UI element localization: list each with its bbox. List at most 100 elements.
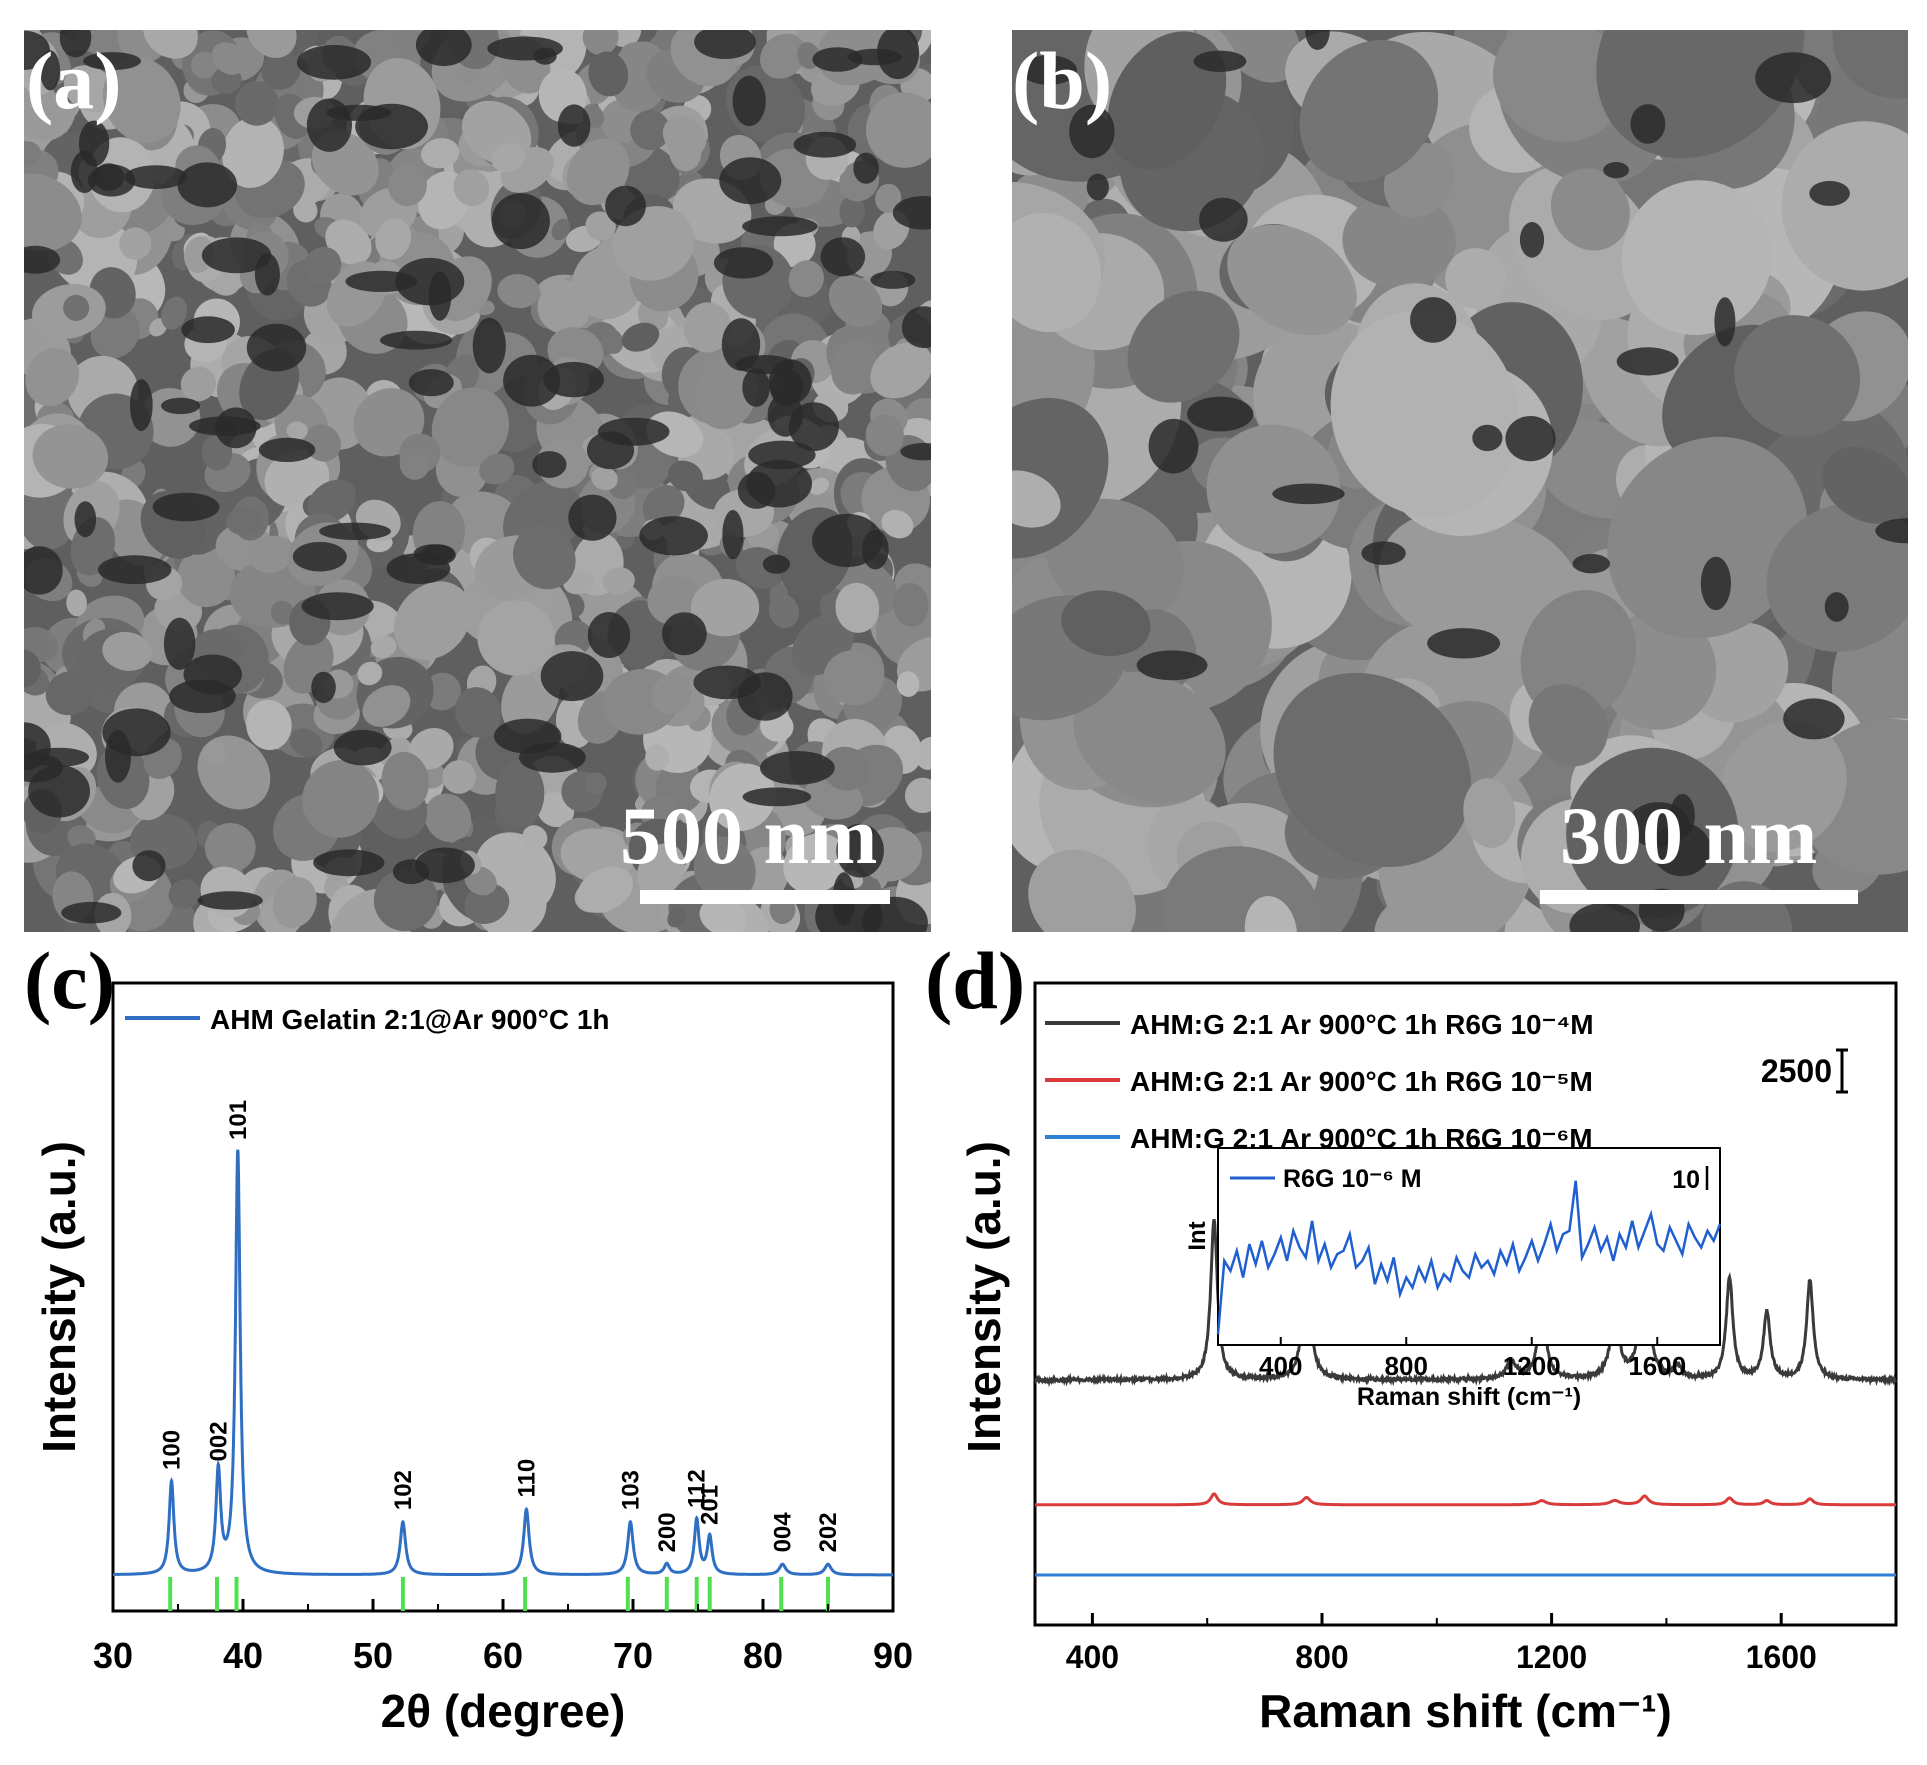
sem-particle xyxy=(168,879,201,910)
sem-pore xyxy=(1199,197,1248,242)
sem-pore xyxy=(1086,173,1109,201)
sem-pore xyxy=(1755,52,1832,104)
sem-particle xyxy=(226,506,262,535)
sem-pore xyxy=(836,823,884,878)
sem-pore xyxy=(129,379,153,431)
x-tick-label: 40 xyxy=(223,1635,263,1676)
sem-particle xyxy=(1493,30,1625,142)
sem-particle xyxy=(823,650,884,706)
sem-particle xyxy=(870,342,931,399)
sem-particle xyxy=(362,685,411,727)
sem-particle xyxy=(393,581,472,660)
sem-particle xyxy=(1832,30,1908,99)
sem-pore xyxy=(301,592,374,621)
sem-pore xyxy=(722,510,744,560)
sem-particle xyxy=(261,50,301,90)
sem-pore xyxy=(540,651,604,702)
x-tick-label: 80 xyxy=(743,1635,783,1676)
sem-pore xyxy=(742,368,770,407)
sem-pore xyxy=(246,323,307,372)
x-tick-label: 1200 xyxy=(1516,1639,1587,1675)
sem-particle xyxy=(1445,248,1506,309)
sem-pore xyxy=(1824,592,1849,622)
sem-particle xyxy=(1822,447,1908,524)
sem-particle xyxy=(693,836,756,903)
sem-particle xyxy=(222,116,284,188)
inset-chart: 400 800 1200 1600 Raman shift (cm⁻¹) Int R6G 1… xyxy=(1184,1147,1722,1411)
sem-particle xyxy=(865,92,931,168)
sem-pore xyxy=(472,317,506,374)
peak-label: 102 xyxy=(390,1470,417,1510)
y-axis-label: Intensity (a.u.) xyxy=(958,1141,1010,1453)
sem-pore xyxy=(292,541,347,572)
sem-particle xyxy=(1687,622,1789,723)
sem-particle xyxy=(32,424,109,489)
sem-particle xyxy=(831,340,879,395)
sem-pore xyxy=(1020,55,1077,85)
sem-particle xyxy=(286,421,308,440)
sem-pore xyxy=(876,30,920,80)
sem-particle xyxy=(205,822,256,873)
peak-label: 002 xyxy=(205,1421,232,1461)
sem-pore xyxy=(1410,297,1457,343)
sem-pore xyxy=(694,30,756,59)
inset-x-tick-label: 1600 xyxy=(1628,1351,1686,1381)
sem-particle xyxy=(45,671,95,716)
sem-particle xyxy=(591,466,618,491)
sem-particle xyxy=(1028,849,1136,932)
sem-pore xyxy=(605,185,646,227)
sem-particle xyxy=(512,525,576,590)
sem-particle xyxy=(307,479,357,524)
sem-pore xyxy=(639,516,708,556)
sem-pore xyxy=(1627,802,1690,848)
inset-x-axis-label: Raman shift (cm⁻¹) xyxy=(1357,1383,1581,1411)
sem-pore xyxy=(760,751,835,785)
panel-label-c: (c) xyxy=(24,935,116,1026)
panel-label-d: (d) xyxy=(925,935,1026,1026)
sem-particle xyxy=(442,760,476,794)
sem-particle xyxy=(1719,720,1847,852)
sem-pore xyxy=(901,306,931,349)
sem-pore xyxy=(124,165,187,190)
sem-pore xyxy=(83,52,141,71)
sem-particle xyxy=(839,195,866,228)
sem-particle xyxy=(479,453,515,485)
sem-particle xyxy=(1330,310,1520,517)
sem-particle xyxy=(272,876,317,928)
sem-particle xyxy=(691,578,760,637)
sem-pore xyxy=(59,30,92,58)
peak-label: 101 xyxy=(225,1100,252,1140)
sem-particle xyxy=(177,547,236,608)
xrd-series-line xyxy=(113,1149,893,1577)
sem-particle xyxy=(357,661,383,686)
legend: AHM Gelatin 2:1@Ar 900°C 1h xyxy=(125,1004,610,1035)
sem-particle xyxy=(370,635,397,659)
inset-frame xyxy=(1217,1147,1721,1346)
sem-particle xyxy=(881,509,914,539)
sem-pore xyxy=(742,216,818,237)
sem-particle xyxy=(1273,672,1472,867)
sem-particle xyxy=(683,302,732,353)
x-axis-ticks: 30 40 50 60 70 80 90 xyxy=(93,1599,913,1676)
sem-particle xyxy=(90,307,140,359)
sem-particle xyxy=(399,448,430,480)
sem-pore xyxy=(1569,902,1640,932)
scale-bar-label: 2500 xyxy=(1761,1053,1832,1089)
sem-particle xyxy=(1073,671,1226,803)
sem-pore xyxy=(762,554,791,574)
sem-particle xyxy=(1244,896,1297,932)
sem-pore xyxy=(812,513,883,568)
sem-pore xyxy=(1700,556,1731,611)
sem-particle xyxy=(1012,212,1102,333)
sem-particle xyxy=(709,763,776,831)
sem-particle xyxy=(24,173,82,252)
sem-particle xyxy=(1766,502,1908,652)
x-tick-label: 50 xyxy=(353,1635,393,1676)
sem-pore xyxy=(161,397,200,415)
sem-pore xyxy=(355,103,428,150)
sem-particle xyxy=(24,627,50,665)
sem-pore xyxy=(713,247,774,279)
sem-particle xyxy=(668,460,703,492)
